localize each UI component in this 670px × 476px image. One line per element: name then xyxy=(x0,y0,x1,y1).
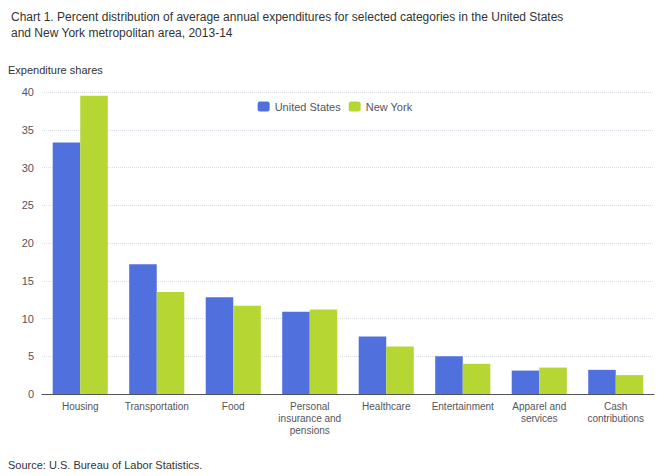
svg-text:United States: United States xyxy=(275,101,342,113)
svg-text:Entertainment: Entertainment xyxy=(432,401,494,412)
svg-text:35: 35 xyxy=(22,124,34,136)
svg-text:Transportation: Transportation xyxy=(125,401,189,412)
svg-text:5: 5 xyxy=(28,350,34,362)
svg-text:contributions: contributions xyxy=(587,413,644,424)
svg-text:and New York metropolitan area: and New York metropolitan area, 2013-14 xyxy=(11,26,233,40)
svg-text:Cash: Cash xyxy=(604,401,627,412)
svg-text:40: 40 xyxy=(22,86,34,98)
svg-text:Apparel and: Apparel and xyxy=(512,401,566,412)
svg-text:15: 15 xyxy=(22,275,34,287)
svg-text:services: services xyxy=(521,413,558,424)
svg-text:Food: Food xyxy=(222,401,245,412)
svg-text:pensions: pensions xyxy=(290,425,330,436)
svg-text:Source: U.S. Bureau of Labor S: Source: U.S. Bureau of Labor Statistics. xyxy=(8,459,202,471)
svg-text:30: 30 xyxy=(22,162,34,174)
svg-text:25: 25 xyxy=(22,199,34,211)
svg-text:20: 20 xyxy=(22,237,34,249)
svg-text:Expenditure shares: Expenditure shares xyxy=(8,64,103,76)
svg-text:0: 0 xyxy=(28,388,34,400)
svg-text:New York: New York xyxy=(366,101,413,113)
svg-text:10: 10 xyxy=(22,313,34,325)
svg-text:Personal: Personal xyxy=(290,401,329,412)
svg-text:insurance and: insurance and xyxy=(278,413,341,424)
svg-text:Chart 1. Percent distribution: Chart 1. Percent distribution of average… xyxy=(11,10,563,24)
svg-text:Housing: Housing xyxy=(62,401,99,412)
svg-text:Healthcare: Healthcare xyxy=(362,401,411,412)
